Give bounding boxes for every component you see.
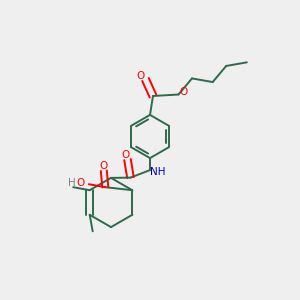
Text: O: O xyxy=(136,71,144,81)
Text: O: O xyxy=(122,150,130,161)
Text: O: O xyxy=(100,161,108,171)
Text: NH: NH xyxy=(150,167,165,177)
Text: O: O xyxy=(76,178,85,188)
Text: O: O xyxy=(180,87,188,97)
Text: H: H xyxy=(68,178,76,188)
